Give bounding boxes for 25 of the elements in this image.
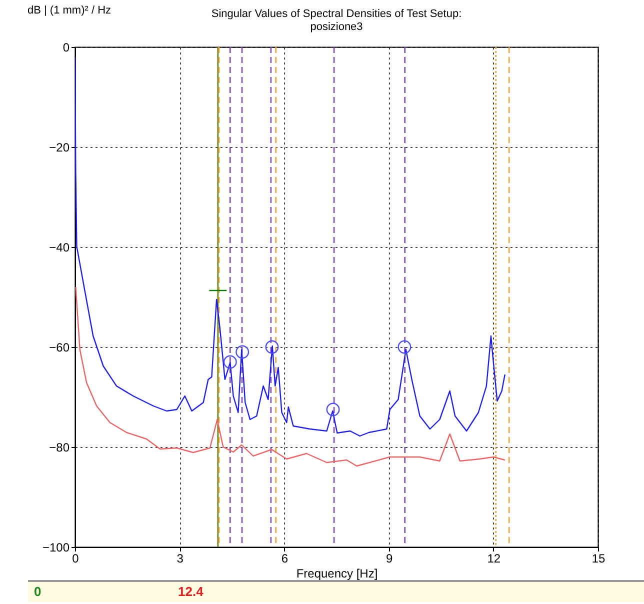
- line-series: [75, 56, 506, 437]
- point: [265, 340, 279, 354]
- chart-subtitle: posizione3: [310, 21, 363, 33]
- text: 12.4: [178, 584, 204, 599]
- x-tick-label: 15: [592, 552, 606, 566]
- point: [223, 355, 237, 369]
- y-tick-label: −40: [49, 240, 70, 254]
- text: 0: [34, 584, 42, 599]
- x-tick-label: 12: [487, 552, 501, 566]
- x-axis-title: Frequency [Hz]: [296, 566, 378, 580]
- y-tick-label: 0: [62, 40, 70, 54]
- point: [236, 345, 250, 359]
- x-tick-label: 9: [386, 552, 393, 566]
- point: [398, 340, 412, 354]
- y-tick-label: −100: [42, 540, 70, 554]
- x-tick-label: 0: [72, 552, 80, 566]
- x-tick-label: 3: [176, 552, 184, 566]
- point: [326, 402, 340, 416]
- y-tick-label: −60: [49, 340, 70, 354]
- line-series: [75, 286, 506, 467]
- y-tick-label: −80: [49, 440, 70, 454]
- y-axis-title: dB | (1 mm)² / Hz: [28, 4, 112, 16]
- x-tick-label: 6: [281, 552, 288, 566]
- chart-title: Singular Values of Spectral Densities of Test Setup:: [211, 8, 462, 20]
- y-tick-label: −20: [49, 140, 70, 154]
